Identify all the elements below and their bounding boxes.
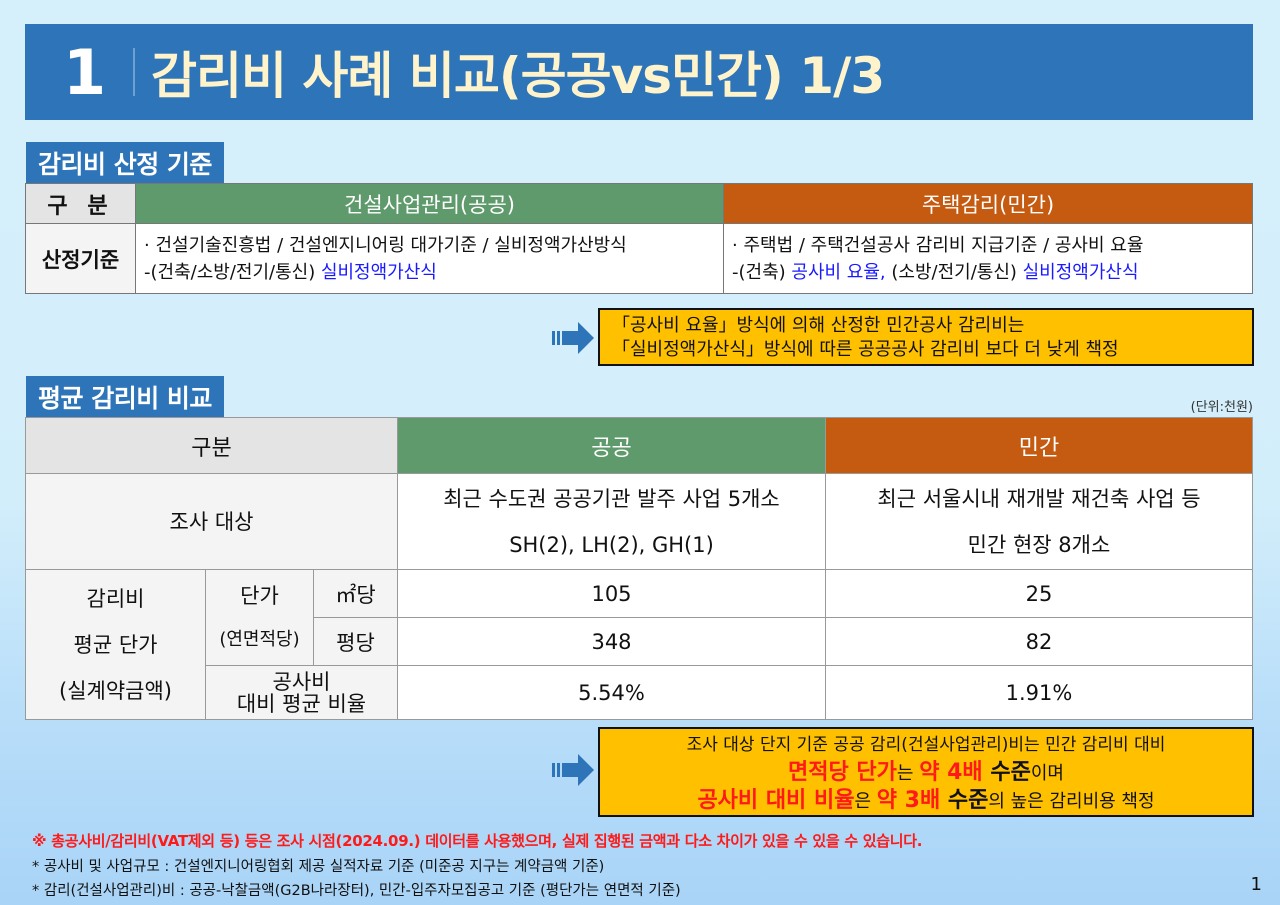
note-highlight-cost-ratio: 공사비 대비 비율 <box>697 788 855 813</box>
criteria-summary-note: 「공사비 요율」방식에 의해 산정한 민간공사 감리비는 「실비정액가산식」방식… <box>598 308 1254 366</box>
private-per-m2: 25 <box>825 569 1253 618</box>
group-label-line3: (실계약금액) <box>59 678 172 703</box>
note-highlight-area-price: 면적당 단가 <box>788 760 897 785</box>
ratio-label: 공사비 대비 평균 비율 <box>205 665 398 720</box>
avg-header-public: 공공 <box>397 417 826 474</box>
comparison-note-line1: 조사 대상 단지 기준 공공 감리(건설사업관리)비는 민간 감리비 대비 <box>686 735 1166 755</box>
note-text: 의 높은 감리비용 책정 <box>988 791 1155 812</box>
note-highlight-4x: 약 4배 <box>919 760 991 785</box>
note-text: 이며 <box>1030 763 1064 784</box>
avg-header-private: 민간 <box>825 417 1253 474</box>
footer-note-1: * 공사비 및 사업규모 : 건설엔지니어링협회 제공 실적자료 기준 (미준공… <box>32 859 605 875</box>
private-ratio: 1.91% <box>825 665 1253 720</box>
criteria-private-cell: · 주택법 / 주택건설공사 감리비 지급기준 / 공사비 요율 -(건축) 공… <box>723 223 1253 294</box>
ratio-label-line1: 공사비 <box>272 669 331 694</box>
survey-private-line2: 민간 현장 8개소 <box>967 532 1111 557</box>
criteria-table: 구 분 건설사업관리(공공) 주택감리(민간) 산정기준 · 건설기술진흥법 /… <box>25 183 1253 294</box>
comparison-note-line3: 공사비 대비 비율은 약 3배 수준의 높은 감리비용 책정 <box>608 787 1244 815</box>
criteria-private-line1: · 주택법 / 주택건설공사 감리비 지급기준 / 공사비 요율 <box>732 234 1144 256</box>
group-label-line2: 평균 단가 <box>73 632 158 657</box>
private-per-pyeong: 82 <box>825 617 1253 666</box>
note-bold-level: 수준 <box>947 788 989 813</box>
criteria-private-line2-middle: (소방/전기/통신) <box>885 261 1023 283</box>
criteria-private-line2: -(건축) 공사비 요율, (소방/전기/통신) 실비정액가산식 <box>732 259 1244 286</box>
criteria-private-line2-prefix: -(건축) <box>732 261 792 283</box>
per-pyeong-label: 평당 <box>313 617 398 666</box>
note-text: 은 <box>854 791 877 812</box>
criteria-note-line1: 「공사비 요율」방식에 의해 산정한 민간공사 감리비는 <box>612 315 1025 336</box>
criteria-private-highlight2: 실비정액가산식 <box>1022 261 1139 283</box>
public-ratio: 5.54% <box>397 665 826 720</box>
ratio-label-line2: 대비 평균 비율 <box>236 691 367 716</box>
section-tag-criteria: 감리비 산정 기준 <box>26 142 224 184</box>
criteria-row-label: 산정기준 <box>25 223 136 294</box>
unit-price-sub: (연면적당) <box>219 628 300 650</box>
survey-label: 조사 대상 <box>25 473 398 570</box>
section-tag-average: 평균 감리비 비교 <box>26 376 224 418</box>
public-per-pyeong: 348 <box>397 617 826 666</box>
survey-private: 최근 서울시내 재개발 재건축 사업 등 민간 현장 8개소 <box>825 473 1253 570</box>
unit-price-label-text: 단가 <box>240 583 279 608</box>
criteria-public-line2: -(건축/소방/전기/통신) 실비정액가산식 <box>144 259 715 286</box>
criteria-note-line2: 「실비정액가산식」방식에 따른 공공공사 감리비 보다 더 낮게 책정 <box>612 339 1119 360</box>
criteria-public-highlight: 실비정액가산식 <box>320 261 437 283</box>
title-bar: 1 감리비 사례 비교(공공vs민간) 1/3 <box>25 24 1253 120</box>
note-highlight-3x: 약 3배 <box>876 788 948 813</box>
criteria-header-label: 구 분 <box>25 183 136 224</box>
survey-public-line2: SH(2), LH(2), GH(1) <box>509 532 714 557</box>
criteria-header-public: 건설사업관리(공공) <box>135 183 724 224</box>
public-per-m2: 105 <box>397 569 826 618</box>
comparison-summary-note: 조사 대상 단지 기준 공공 감리(건설사업관리)비는 민간 감리비 대비 면적… <box>598 727 1254 817</box>
criteria-public-line1: · 건설기술진흥법 / 건설엔지니어링 대가기준 / 실비정액가산방식 <box>144 234 627 256</box>
group-label-line1: 감리비 <box>86 586 145 611</box>
average-fee-table: 구분 공공 민간 조사 대상 최근 수도권 공공기관 발주 사업 5개소 SH(… <box>25 417 1253 720</box>
criteria-private-highlight1: 공사비 요율, <box>791 261 886 283</box>
page-number: 1 <box>1250 874 1262 895</box>
arrow-right-icon <box>552 754 594 786</box>
survey-private-line1: 최근 서울시내 재개발 재건축 사업 등 <box>877 486 1201 511</box>
criteria-public-cell: · 건설기술진흥법 / 건설엔지니어링 대가기준 / 실비정액가산방식 -(건축… <box>135 223 724 294</box>
survey-public: 최근 수도권 공공기관 발주 사업 5개소 SH(2), LH(2), GH(1… <box>397 473 826 570</box>
note-text: 는 <box>896 763 920 784</box>
note-bold-level: 수준 <box>990 760 1031 785</box>
per-m2-label: ㎡당 <box>313 569 398 618</box>
unit-label: (단위:천원) <box>1190 400 1253 415</box>
avg-fee-group-label: 감리비 평균 단가 (실계약금액) <box>25 569 206 720</box>
title-divider <box>133 48 135 96</box>
criteria-header-private: 주택감리(민간) <box>723 183 1253 224</box>
footer-note-2: * 감리(건설사업관리)비 : 공공-낙찰금액(G2B나라장터), 민간-입주자… <box>32 883 681 899</box>
arrow-right-icon <box>552 322 594 354</box>
section-number: 1 <box>63 35 107 109</box>
survey-public-line1: 최근 수도권 공공기관 발주 사업 5개소 <box>443 486 780 511</box>
avg-header-label: 구분 <box>25 417 398 474</box>
criteria-public-line2-prefix: -(건축/소방/전기/통신) <box>144 261 321 283</box>
comparison-note-line2: 면적당 단가는 약 4배 수준이며 <box>608 759 1244 787</box>
footer-warning: ※ 총공사비/감리비(VAT제외 등) 등은 조사 시점(2024.09.) 데… <box>32 832 923 850</box>
page-title: 감리비 사례 비교(공공vs민간) 1/3 <box>151 47 885 105</box>
unit-price-label: 단가 (연면적당) <box>205 569 314 666</box>
